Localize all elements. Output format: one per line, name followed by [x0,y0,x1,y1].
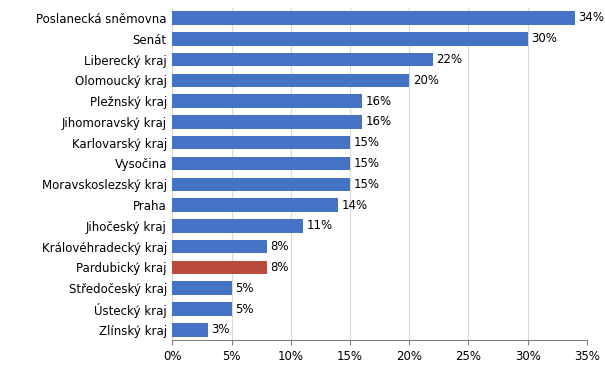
Bar [172,282,232,295]
Text: 15%: 15% [353,157,379,170]
Bar [172,323,208,336]
Bar [172,302,232,316]
Bar [172,198,338,212]
Text: 30%: 30% [531,32,557,45]
Bar [172,32,528,45]
Text: 22%: 22% [436,53,463,66]
Bar [172,94,362,108]
Text: 11%: 11% [306,219,332,232]
Text: 15%: 15% [353,136,379,149]
Bar [172,219,302,232]
Bar [172,240,267,253]
Text: 20%: 20% [413,74,439,87]
Text: 16%: 16% [365,115,391,129]
Text: 14%: 14% [342,198,368,212]
Bar [172,136,350,149]
Text: 5%: 5% [235,282,253,295]
Text: 34%: 34% [578,11,604,25]
Text: 3%: 3% [212,323,230,336]
Bar [172,157,350,170]
Bar [172,53,433,66]
Text: 16%: 16% [365,94,391,108]
Bar [172,261,267,274]
Text: 15%: 15% [353,178,379,191]
Text: 8%: 8% [270,240,289,253]
Text: 5%: 5% [235,302,253,316]
Bar [172,74,409,87]
Bar [172,115,362,129]
Bar [172,11,575,25]
Text: 8%: 8% [270,261,289,274]
Bar [172,178,350,191]
